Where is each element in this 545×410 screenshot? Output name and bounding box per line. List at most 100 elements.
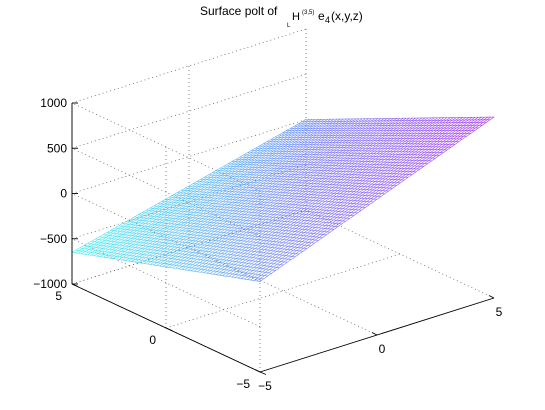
mesh-line <box>293 196 299 200</box>
mesh-line <box>219 232 224 236</box>
mesh-line <box>311 119 316 122</box>
mesh-line <box>240 171 245 175</box>
mesh-line <box>287 230 293 235</box>
mesh-line <box>168 218 173 221</box>
mesh-line <box>425 133 431 137</box>
mesh-line <box>138 212 143 215</box>
mesh-line <box>342 140 347 144</box>
mesh-line <box>240 250 246 254</box>
mesh-line <box>193 220 198 224</box>
mesh-line <box>356 125 361 129</box>
mesh-line <box>377 159 382 163</box>
mesh-line <box>335 152 340 156</box>
mesh-line <box>241 159 246 163</box>
mesh-line <box>196 212 201 216</box>
mesh-line <box>436 127 441 131</box>
mesh-line <box>301 119 307 122</box>
mesh-line <box>148 243 153 247</box>
mesh-line <box>392 140 397 144</box>
mesh-line <box>146 237 152 241</box>
mesh-line <box>175 253 180 257</box>
mesh-line <box>457 122 462 126</box>
mesh-line <box>148 221 153 225</box>
mesh-line <box>280 245 286 249</box>
mesh-line <box>186 246 192 249</box>
mesh-line <box>101 248 106 252</box>
mesh-line <box>348 171 353 175</box>
mesh-line <box>395 130 400 134</box>
mesh-line <box>195 226 200 230</box>
mesh-line <box>301 159 306 163</box>
mesh-line <box>314 147 319 150</box>
mesh-line <box>170 258 175 262</box>
mesh-line <box>221 193 226 197</box>
mesh-line <box>149 229 154 233</box>
mesh-line <box>186 258 192 262</box>
mesh-line <box>424 117 429 121</box>
mesh-line <box>131 258 136 262</box>
mesh-line <box>200 221 205 225</box>
mesh-line <box>270 260 275 264</box>
mesh-line <box>420 163 425 167</box>
mesh-line <box>411 171 417 175</box>
mesh-line <box>247 260 253 264</box>
mesh-line <box>142 228 148 232</box>
mesh-line <box>183 257 189 261</box>
mesh-line <box>195 238 200 242</box>
mesh-line <box>230 216 235 220</box>
mesh-line <box>380 127 385 131</box>
mesh-line <box>188 217 193 221</box>
mesh-line <box>215 200 220 204</box>
mesh-line <box>282 181 287 185</box>
mesh-line <box>378 190 383 194</box>
mesh-line <box>254 167 259 171</box>
mesh-line <box>366 123 371 127</box>
mesh-line <box>282 148 287 152</box>
mesh-line <box>175 205 180 209</box>
mesh-line <box>270 155 276 159</box>
mesh-line <box>308 119 313 122</box>
mesh-line <box>397 143 402 147</box>
mesh-line <box>136 253 141 257</box>
mesh-line <box>184 185 190 189</box>
mesh-line <box>317 147 323 150</box>
mesh-line <box>203 186 208 190</box>
mesh-line <box>235 222 240 226</box>
mesh-line <box>139 251 145 255</box>
mesh-line <box>344 185 349 189</box>
mesh-line <box>273 260 279 264</box>
mesh-line <box>187 255 192 259</box>
mesh-line <box>252 218 257 222</box>
mesh-line <box>267 234 272 238</box>
mesh-line <box>375 175 381 179</box>
mesh-line <box>430 138 435 142</box>
mesh-line <box>369 164 374 168</box>
mesh-line <box>302 248 307 252</box>
mesh-line <box>133 238 138 242</box>
mesh-line <box>317 128 322 131</box>
mesh-line <box>356 132 362 136</box>
mesh-line <box>353 145 358 149</box>
mesh-line <box>353 200 358 204</box>
mesh-line <box>203 197 209 201</box>
mesh-line <box>375 143 380 147</box>
mesh-line <box>305 167 310 170</box>
mesh-line <box>176 213 181 217</box>
mesh-line <box>166 237 171 241</box>
mesh-line <box>344 163 349 167</box>
mesh-line <box>208 172 213 176</box>
mesh-line <box>250 169 255 173</box>
mesh-line <box>382 143 387 147</box>
mesh-line <box>394 176 399 180</box>
mesh-line <box>352 125 358 129</box>
mesh-line <box>246 241 251 245</box>
mesh-line <box>247 238 252 242</box>
mesh-line <box>375 167 380 171</box>
mesh-line <box>179 260 185 264</box>
mesh-line <box>364 180 370 185</box>
mesh-line <box>247 212 252 216</box>
mesh-line <box>320 159 325 163</box>
mesh-line <box>330 157 335 161</box>
mesh-line <box>255 174 260 178</box>
mesh-line <box>198 238 203 242</box>
